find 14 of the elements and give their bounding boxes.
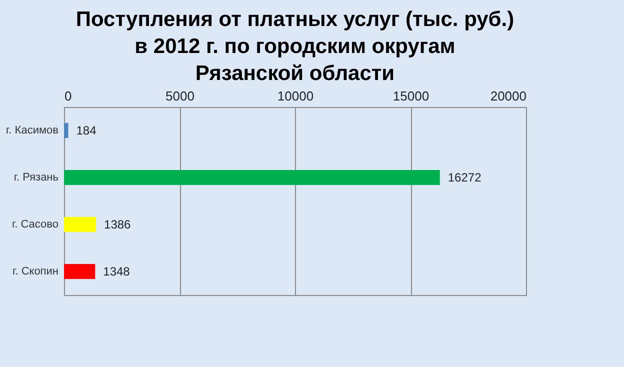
y-tick-label: г. Сасово xyxy=(12,218,58,230)
x-tick-label: 0 xyxy=(64,88,72,104)
x-tick-label: 20000 xyxy=(490,88,526,104)
x-tick-label: 15000 xyxy=(392,88,430,104)
x-tick-label: 5000 xyxy=(166,88,194,104)
chart-title: Поступления от платных услуг (тыс. руб.) в 2012 г. по городским округам Рязанской области xyxy=(76,8,514,85)
data-label: 16272 xyxy=(448,170,482,184)
y-tick-label: г. Скопин xyxy=(12,266,58,278)
data-label: 1348 xyxy=(103,264,130,278)
x-tick-label: 10000 xyxy=(277,88,314,104)
data-label: 1386 xyxy=(104,218,132,232)
y-tick-label: г. Касимов xyxy=(6,124,59,136)
y-tick-label: г. Рязань xyxy=(14,172,59,184)
data-label: 184 xyxy=(76,124,97,138)
